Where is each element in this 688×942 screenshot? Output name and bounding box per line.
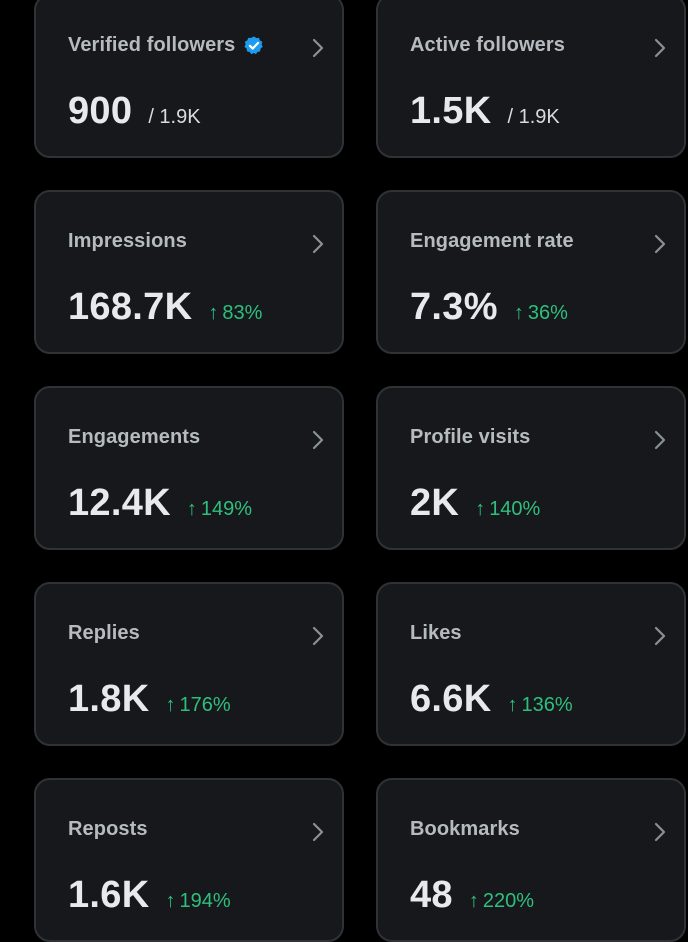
- metric-change-value: 36%: [527, 302, 568, 324]
- metric-value-row: 2K ↑ 140%: [410, 482, 540, 525]
- metric-label: Reposts: [68, 818, 148, 840]
- chevron-right-icon[interactable]: [310, 820, 326, 844]
- metric-card-profile-visits[interactable]: Profile visits 2K ↑ 140%: [376, 386, 686, 550]
- metric-change-value: 140%: [489, 498, 541, 520]
- metric-label: Engagement rate: [410, 230, 574, 252]
- metric-label-row: Engagement rate: [410, 230, 574, 253]
- arrow-up-icon: ↑: [475, 498, 486, 520]
- metric-label-row: Profile visits: [410, 426, 530, 449]
- metric-change-value: 149%: [200, 498, 253, 520]
- arrow-up-icon: ↑: [165, 890, 176, 912]
- metric-value: 7.3%: [410, 286, 498, 328]
- arrow-up-icon: ↑: [513, 302, 524, 324]
- arrow-up-icon: ↑: [468, 890, 479, 912]
- metric-label-row: Engagements: [68, 426, 200, 449]
- metric-card-verified-followers[interactable]: Verified followers 900 / 1.9K: [34, 0, 344, 158]
- metric-card-reposts[interactable]: Reposts 1.6K ↑ 194%: [34, 778, 344, 942]
- metric-change: ↑ 149%: [187, 498, 252, 521]
- metric-change-value: 176%: [179, 694, 231, 716]
- metric-card-active-followers[interactable]: Active followers 1.5K / 1.9K: [376, 0, 686, 158]
- metric-card-impressions[interactable]: Impressions 168.7K ↑ 83%: [34, 190, 344, 354]
- metric-card-bookmarks[interactable]: Bookmarks 48 ↑ 220%: [376, 778, 686, 942]
- metric-value-row: 168.7K ↑ 83%: [68, 286, 262, 329]
- metric-card-engagement-rate[interactable]: Engagement rate 7.3% ↑ 36%: [376, 190, 686, 354]
- metric-value: 900: [68, 90, 133, 132]
- arrow-up-icon: ↑: [208, 302, 219, 324]
- metric-value-row: 1.6K ↑ 194%: [68, 874, 231, 917]
- metric-label: Bookmarks: [410, 818, 520, 840]
- chevron-right-icon[interactable]: [310, 232, 326, 256]
- metric-change: ↑ 36%: [514, 302, 568, 325]
- metric-value: 1.8K: [68, 678, 150, 720]
- metric-value-row: 900 / 1.9K: [68, 90, 201, 133]
- metric-value: 1.6K: [68, 874, 150, 916]
- metric-card-replies[interactable]: Replies 1.8K ↑ 176%: [34, 582, 344, 746]
- metric-change-value: 194%: [179, 890, 231, 912]
- metric-change: ↑ 220%: [469, 890, 534, 913]
- metric-change: ↑ 176%: [165, 694, 230, 717]
- chevron-right-icon[interactable]: [652, 820, 668, 844]
- metric-label-row: Likes: [410, 622, 462, 645]
- metric-label: Active followers: [410, 34, 565, 56]
- metric-value-row: 1.5K / 1.9K: [410, 90, 560, 133]
- metric-value-row: 7.3% ↑ 36%: [410, 286, 568, 329]
- chevron-right-icon[interactable]: [310, 36, 326, 60]
- chevron-right-icon[interactable]: [652, 36, 668, 60]
- arrow-up-icon: ↑: [507, 694, 518, 716]
- metric-value-row: 48 ↑ 220%: [410, 874, 534, 917]
- metric-label-row: Replies: [68, 622, 140, 645]
- metric-value: 168.7K: [68, 286, 193, 328]
- chevron-right-icon[interactable]: [310, 428, 326, 452]
- metric-total: / 1.9K: [507, 106, 560, 128]
- metric-change: ↑ 83%: [208, 302, 262, 325]
- metric-value: 6.6K: [410, 678, 492, 720]
- metric-total: / 1.9K: [148, 106, 201, 128]
- metric-label-row: Active followers: [410, 34, 565, 57]
- metric-change-value: 83%: [222, 302, 263, 324]
- metric-label: Verified followers: [68, 34, 236, 56]
- arrow-up-icon: ↑: [186, 498, 197, 520]
- metric-value: 12.4K: [68, 482, 171, 524]
- arrow-up-icon: ↑: [165, 694, 176, 716]
- chevron-right-icon[interactable]: [310, 624, 326, 648]
- chevron-right-icon[interactable]: [652, 232, 668, 256]
- metric-value-row: 1.8K ↑ 176%: [68, 678, 231, 721]
- metric-value: 2K: [410, 482, 460, 524]
- metric-value: 1.5K: [410, 90, 492, 132]
- metric-label-row: Verified followers: [68, 34, 265, 57]
- metric-label: Profile visits: [410, 426, 531, 448]
- metric-change: ↑ 194%: [165, 890, 230, 913]
- metric-change: ↑ 140%: [475, 498, 540, 521]
- verified-badge-icon: [243, 35, 265, 57]
- metric-label: Replies: [68, 622, 140, 644]
- metric-label-row: Impressions: [68, 230, 187, 253]
- metric-value-row: 6.6K ↑ 136%: [410, 678, 573, 721]
- metric-label-row: Bookmarks: [410, 818, 520, 841]
- metric-label: Likes: [410, 622, 462, 644]
- metric-value-row: 12.4K ↑ 149%: [68, 482, 252, 525]
- metric-label: Impressions: [68, 230, 187, 252]
- metric-change-value: 136%: [521, 694, 573, 716]
- metric-value: 48: [410, 874, 453, 916]
- analytics-grid: Verified followers 900 / 1.9K Active fol…: [34, 0, 686, 942]
- metric-label: Engagements: [68, 426, 201, 448]
- metric-change-value: 220%: [482, 890, 535, 912]
- chevron-right-icon[interactable]: [652, 624, 668, 648]
- metric-label-row: Reposts: [68, 818, 148, 841]
- chevron-right-icon[interactable]: [652, 428, 668, 452]
- metric-change: ↑ 136%: [507, 694, 572, 717]
- metric-card-likes[interactable]: Likes 6.6K ↑ 136%: [376, 582, 686, 746]
- metric-card-engagements[interactable]: Engagements 12.4K ↑ 149%: [34, 386, 344, 550]
